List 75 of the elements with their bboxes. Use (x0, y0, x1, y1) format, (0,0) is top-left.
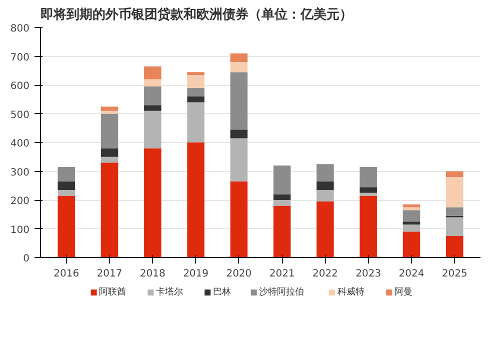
y-tick-label: 600 (10, 81, 30, 92)
chart-title: 即将到期的外币银团贷款和欧洲债券（单位：亿美元） (40, 6, 352, 22)
bar (402, 232, 420, 258)
bar (144, 110, 162, 148)
bar (316, 164, 334, 182)
bar (230, 138, 248, 182)
bar (100, 148, 118, 157)
legend-label: 科威特 (337, 286, 364, 298)
bar (273, 166, 291, 194)
bar (446, 207, 464, 216)
bar (187, 72, 204, 75)
x-tick-label: 2016 (54, 268, 80, 280)
bar (402, 207, 420, 210)
bar (144, 66, 162, 80)
y-tick-label: 200 (10, 196, 30, 207)
bar (402, 222, 420, 224)
bar (58, 181, 76, 190)
bar (446, 217, 464, 236)
bar (100, 114, 118, 148)
y-tick-label: 0 (23, 254, 30, 264)
x-tick-label: 2019 (183, 268, 209, 280)
bar (187, 142, 204, 258)
bar (446, 236, 464, 258)
bar (187, 88, 204, 96)
bar (58, 166, 76, 182)
y-tick-label: 300 (10, 167, 30, 178)
bar (360, 166, 377, 188)
bar (360, 187, 377, 193)
legend-label: 阿曼 (394, 286, 412, 298)
bar (402, 210, 420, 222)
x-tick-label: 2025 (442, 268, 468, 280)
bar (230, 181, 248, 258)
bar (360, 196, 377, 258)
y-tick-label: 100 (10, 224, 30, 236)
bar (230, 72, 248, 130)
bar (187, 74, 204, 88)
bar (100, 162, 118, 258)
bar (144, 148, 162, 258)
legend-label: 阿联酋 (99, 286, 126, 298)
bar (230, 62, 248, 72)
legend-label: 沙特阿拉伯 (259, 286, 304, 298)
bar (316, 181, 334, 190)
bar (230, 53, 248, 62)
bar (144, 105, 162, 111)
bar (316, 190, 334, 202)
bar (100, 106, 118, 111)
bar (402, 224, 420, 232)
bar (58, 196, 76, 258)
bar (273, 200, 291, 206)
x-tick-label: 2018 (140, 268, 166, 280)
bar (100, 110, 118, 114)
y-tick-label: 700 (10, 52, 30, 64)
bar (316, 201, 334, 258)
legend-label: 卡塔尔 (156, 286, 184, 298)
bar (100, 156, 118, 163)
x-tick-label: 2020 (226, 268, 252, 280)
x-tick-label: 2021 (269, 268, 295, 280)
bar (446, 171, 464, 177)
bar (187, 96, 204, 102)
bar (446, 177, 464, 208)
y-tick-label: 500 (10, 110, 30, 121)
x-tick-label: 2023 (356, 268, 382, 280)
bar (230, 130, 248, 138)
bar (273, 206, 291, 258)
bar (58, 190, 76, 196)
y-tick-label: 400 (10, 138, 30, 150)
x-tick-label: 2017 (96, 268, 122, 280)
x-tick-label: 2022 (312, 268, 338, 280)
x-tick-label: 2024 (398, 268, 424, 280)
bar (144, 79, 162, 86)
bar (273, 194, 291, 200)
y-tick-label: 800 (10, 24, 30, 34)
bar (144, 86, 162, 106)
bar (187, 102, 204, 142)
legend-label: 巴林 (212, 286, 231, 298)
